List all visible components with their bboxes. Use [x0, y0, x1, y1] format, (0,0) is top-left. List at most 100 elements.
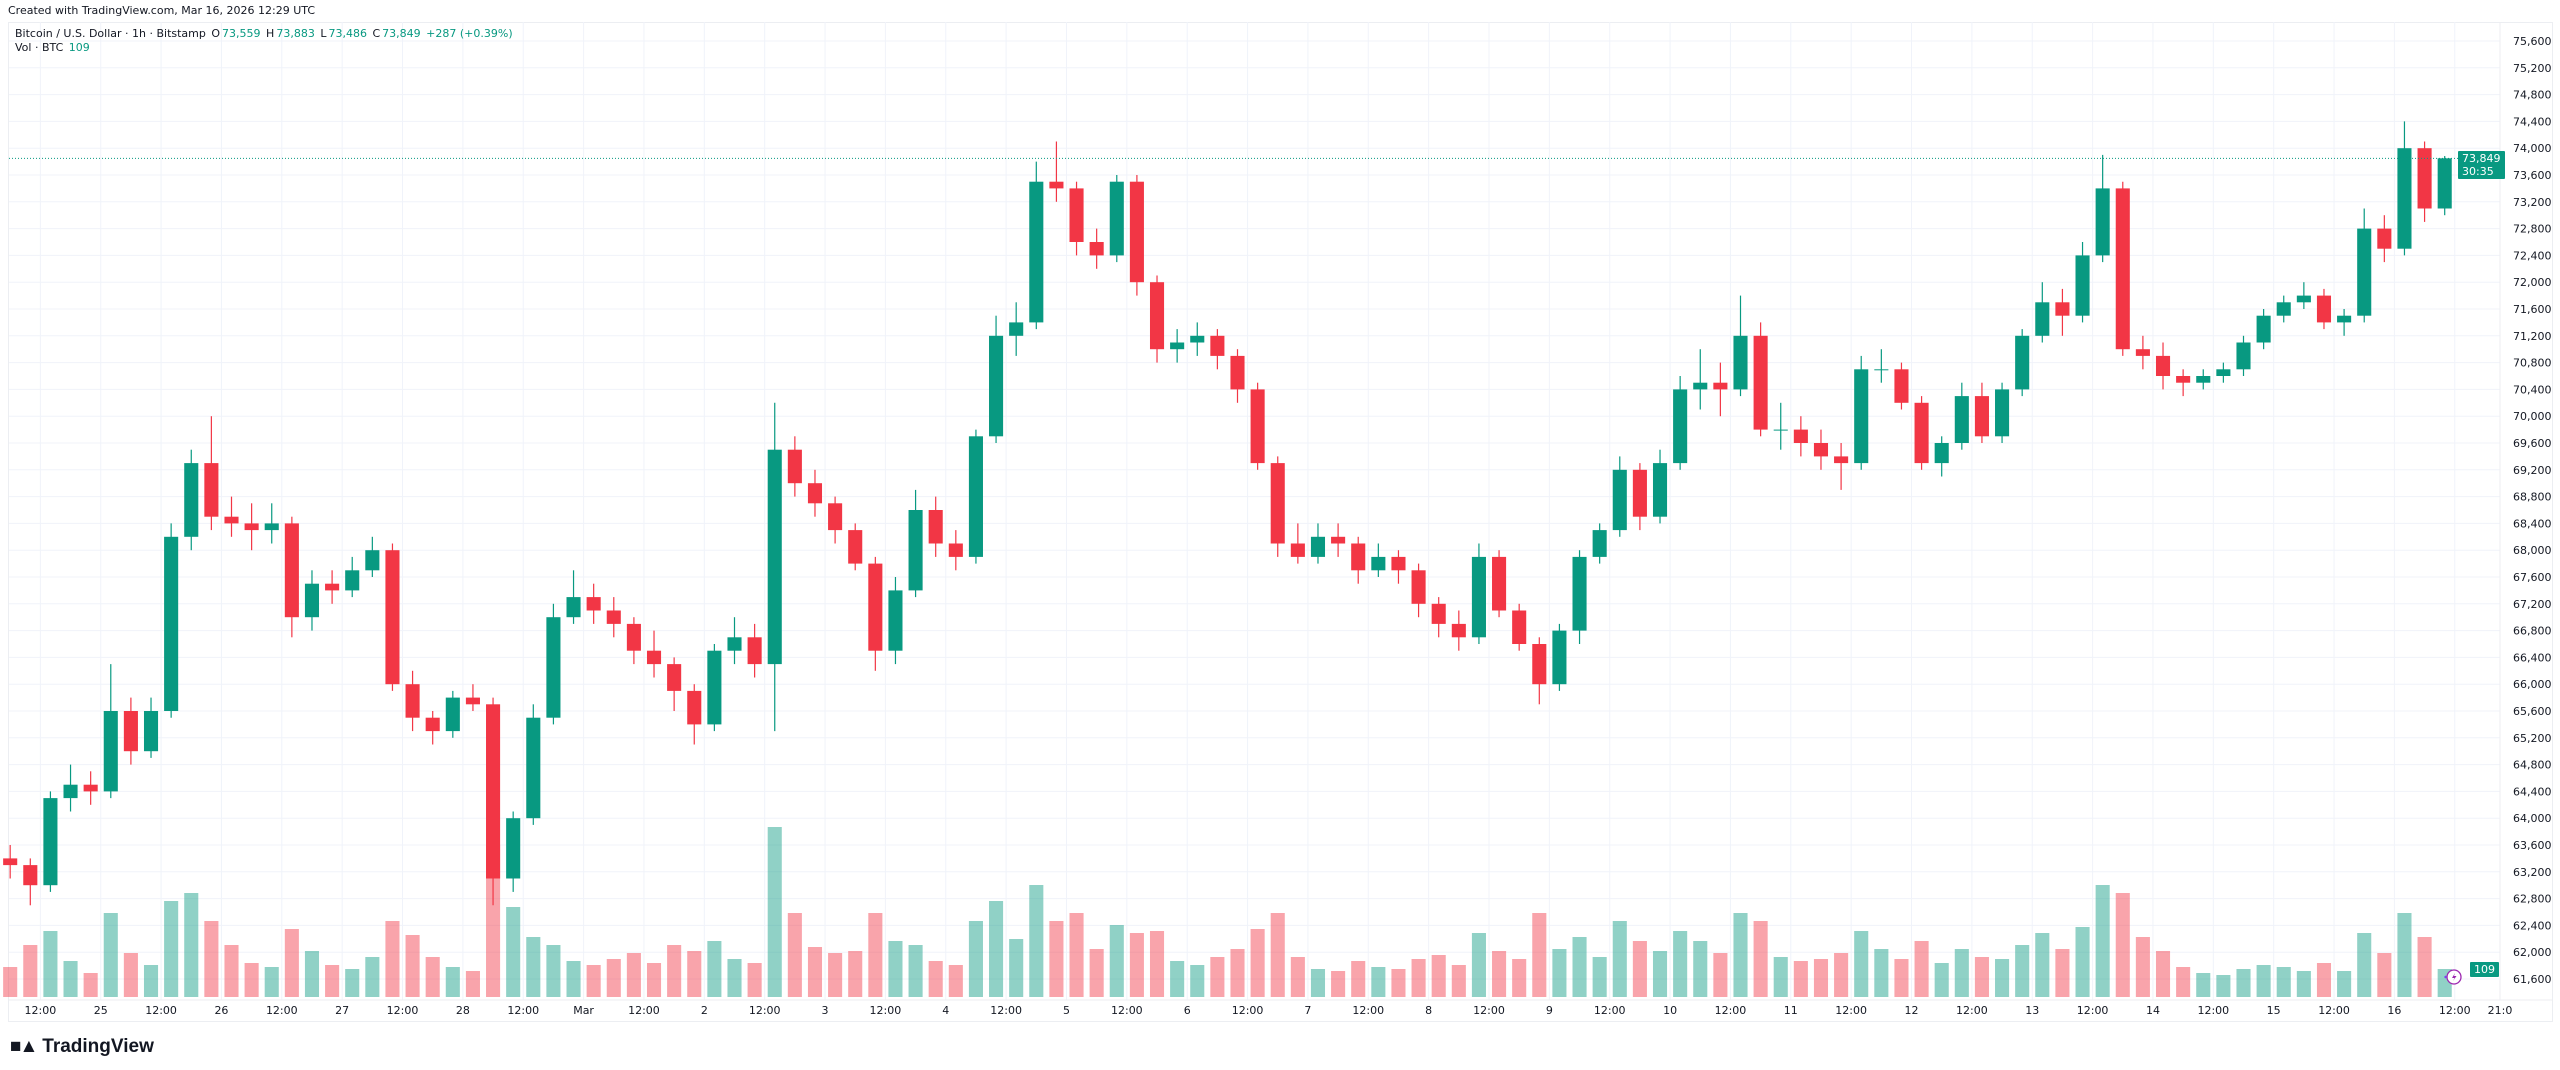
volume-bar — [1190, 965, 1205, 997]
time-tick-label: 12:00 — [2077, 1004, 2109, 1017]
high-value: 73,883 — [276, 27, 315, 40]
volume-bar — [767, 827, 782, 997]
time-tick-label: 12:00 — [1232, 1004, 1264, 1017]
candle-body — [1270, 463, 1285, 544]
volume-bar — [1290, 957, 1305, 997]
volume-bar — [425, 957, 440, 997]
price-tick-label: 62,000 — [2513, 946, 2552, 959]
volume-value: 109 — [68, 41, 90, 54]
volume-bar — [2236, 969, 2251, 997]
candle-body — [2276, 302, 2291, 316]
volume-bar — [888, 941, 903, 997]
volume-bar — [948, 965, 963, 997]
last-price-value: 73,849 — [2462, 152, 2501, 166]
candle-body — [1431, 603, 1446, 624]
candles — [3, 121, 2452, 906]
time-tick-label: 12:00 — [1594, 1004, 1626, 1017]
volume-bar — [2296, 971, 2311, 997]
price-tick-label: 70,400 — [2513, 383, 2552, 396]
time-tick-label: 4 — [942, 1004, 949, 1017]
price-tick-label: 70,800 — [2513, 357, 2552, 370]
candle-body — [224, 516, 239, 524]
legend-volume[interactable]: Vol · BTC 109 — [15, 41, 515, 55]
candle-body — [1854, 369, 1869, 464]
price-tick-label: 75,200 — [2513, 62, 2552, 75]
candle-body — [1391, 556, 1406, 571]
time-tick-label: 11 — [1784, 1004, 1798, 1017]
price-tick-label: 72,800 — [2513, 223, 2552, 236]
candle-body — [1612, 469, 1627, 531]
volume-bar — [1310, 969, 1326, 997]
price-tick-label: 69,200 — [2513, 464, 2552, 477]
time-tick-label: 5 — [1063, 1004, 1070, 1017]
volume-bar — [284, 929, 299, 997]
time-tick-label: 14 — [2146, 1004, 2160, 1017]
volume-bar — [2055, 949, 2070, 997]
time-tick-label: 12:00 — [266, 1004, 298, 1017]
volume-bar — [626, 953, 641, 997]
volume-bar — [1210, 957, 1225, 997]
candle-body — [1371, 556, 1386, 571]
time-tick-label: 12:00 — [1715, 1004, 1747, 1017]
volume-bar — [646, 963, 662, 997]
symbol-title[interactable]: Bitcoin / U.S. Dollar · 1h · Bitstamp — [15, 27, 206, 40]
candle-body — [425, 717, 440, 732]
volume-bar — [2216, 975, 2231, 997]
price-tick-label: 68,000 — [2513, 544, 2552, 557]
volume-bar — [1230, 949, 1245, 997]
volume-bar — [1009, 939, 1024, 997]
candle-body — [1753, 335, 1768, 430]
volume-bar — [224, 945, 239, 997]
candle-body — [2135, 349, 2150, 356]
volume-bar — [2276, 967, 2291, 997]
volume-bar — [405, 935, 420, 997]
time-tick-label: 12:00 — [749, 1004, 781, 1017]
volume-bar — [43, 931, 58, 997]
price-tick-label: 68,400 — [2513, 517, 2552, 530]
candle-body — [1673, 389, 1688, 464]
volume-bar — [83, 973, 98, 997]
price-tick-label: 62,400 — [2513, 919, 2552, 932]
candle-body — [143, 711, 159, 752]
candle-body — [2437, 158, 2452, 209]
ai-assistant-icon[interactable] — [2444, 969, 2462, 985]
volume-bar — [1713, 953, 1728, 997]
volume-bar — [1572, 937, 1587, 997]
candle-body — [1190, 335, 1205, 343]
candle-body — [888, 590, 903, 651]
tradingview-logo[interactable]: ■▲ TradingView — [10, 1036, 154, 1058]
volume-bar — [103, 913, 118, 997]
volume-bar — [1149, 931, 1165, 997]
volume-bar — [526, 937, 541, 997]
candle-body — [465, 697, 480, 705]
candle-body — [3, 858, 18, 866]
time-tick-label: 12:00 — [2318, 1004, 2350, 1017]
price-tick-label: 63,600 — [2513, 839, 2552, 852]
price-tick-label: 64,800 — [2513, 759, 2552, 772]
candle-body — [2337, 315, 2352, 323]
volume-bar — [1974, 957, 1989, 997]
time-tick-label: 12:00 — [25, 1004, 57, 1017]
high-label: H — [266, 27, 275, 40]
time-tick-label: 12:00 — [628, 1004, 660, 1017]
time-tick-label: 12:00 — [2439, 1004, 2471, 1017]
price-tick-label: 68,800 — [2513, 491, 2552, 504]
time-tick-label: 2 — [701, 1004, 708, 1017]
candle-body — [1230, 355, 1245, 390]
time-tick-label: 12:00 — [1956, 1004, 1988, 1017]
candle-body — [1149, 282, 1165, 350]
volume-bar — [2176, 967, 2191, 997]
volume-bar — [1632, 941, 1647, 997]
price-axis[interactable]: 61,600 62,000 62,400 62,800 63,200 63,600 64,0… — [2499, 22, 2552, 1000]
volume-bar — [2397, 913, 2412, 997]
candle-body — [1592, 530, 1607, 557]
volume-bar — [2417, 937, 2432, 997]
candle-body — [1250, 389, 1265, 464]
volume-bar — [1512, 959, 1527, 997]
time-tick-label: 7 — [1304, 1004, 1311, 1017]
candle-body — [2155, 355, 2171, 376]
volume-bar — [1451, 965, 1466, 997]
time-axis[interactable]: 12:00 25 12:00 26 12:00 27 12:00 28 12:00 Mar 12:0… — [9, 999, 2553, 1017]
